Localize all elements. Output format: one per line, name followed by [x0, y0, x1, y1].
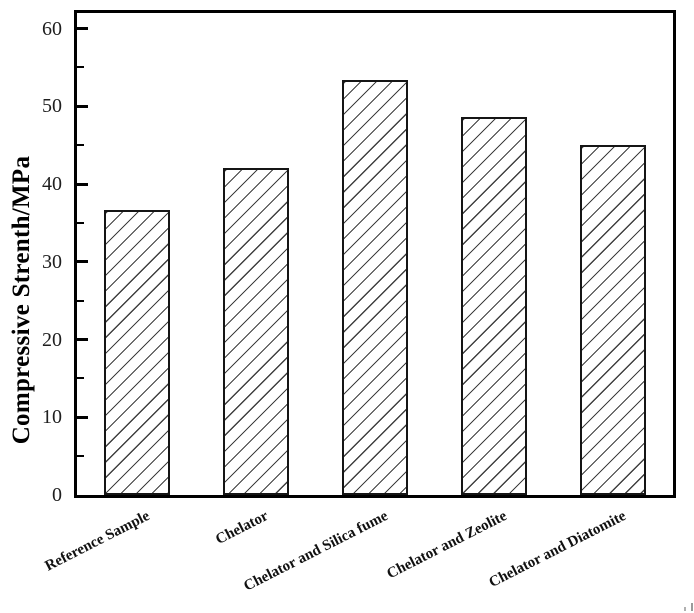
- corner-artifact: [683, 603, 693, 611]
- plot-area: [74, 10, 676, 498]
- y-axis-major-tick: [77, 182, 88, 186]
- y-axis-tick-label: 50: [42, 95, 62, 118]
- y-axis-minor-tick: [77, 455, 84, 458]
- y-axis-tick-label: 40: [42, 173, 62, 196]
- y-axis-tick-label: 0: [52, 484, 62, 506]
- y-axis-major-tick: [77, 338, 88, 342]
- bar-4: [580, 145, 647, 495]
- y-axis-tick-label: 10: [42, 406, 62, 429]
- bar-2: [342, 79, 408, 495]
- bars-container: [77, 13, 673, 495]
- y-axis-minor-tick: [77, 144, 84, 147]
- y-axis-tick-label: 20: [42, 328, 62, 351]
- x-axis-category-label: Reference Sample: [42, 508, 152, 575]
- y-axis-major-tick: [77, 415, 88, 419]
- y-axis-tick-label: 30: [42, 250, 62, 273]
- x-axis-category-label: Chelator: [213, 508, 272, 548]
- y-axis-major-tick: [77, 27, 88, 31]
- y-axis-tick-label: 60: [42, 17, 62, 40]
- y-axis-minor-tick: [77, 66, 84, 69]
- y-axis-major-tick: [77, 260, 88, 264]
- bar-1: [222, 168, 289, 495]
- y-axis-minor-tick: [77, 221, 84, 224]
- y-axis-minor-tick: [77, 299, 84, 302]
- y-axis-major-tick: [77, 104, 88, 108]
- bar-3: [461, 117, 528, 495]
- y-axis-minor-tick: [77, 377, 84, 380]
- bar-0: [103, 210, 170, 495]
- x-axis-category-label: Chelator and Zeolite: [384, 508, 510, 583]
- y-axis-title: Compressive Strenth/MPa: [8, 155, 35, 445]
